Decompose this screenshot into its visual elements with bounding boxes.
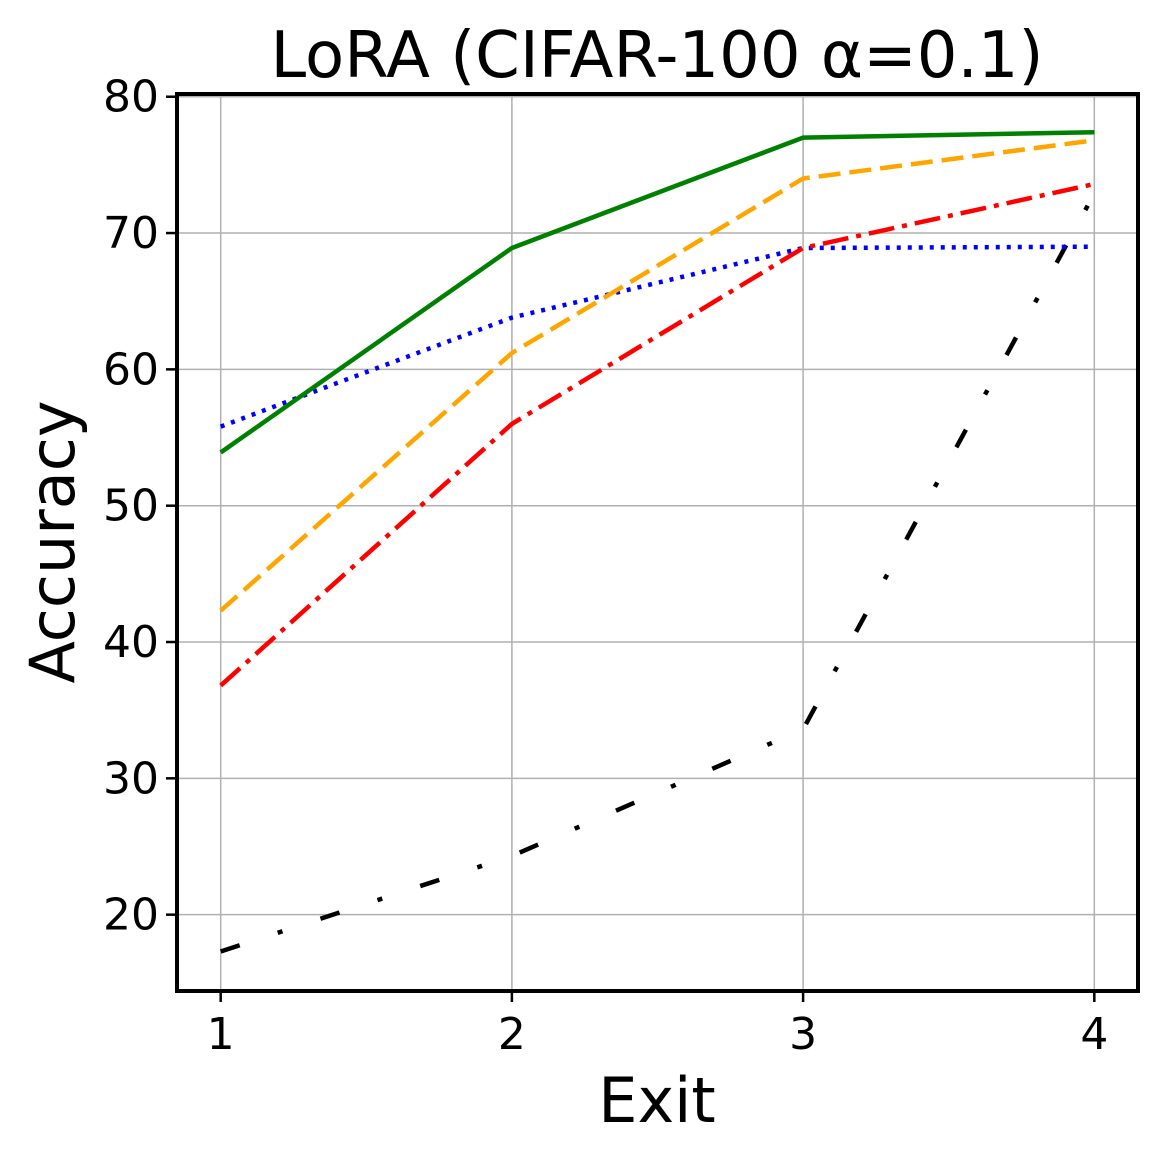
x-tick-label: 3: [789, 1009, 817, 1060]
x-tick-label: 1: [207, 1009, 235, 1060]
x-tick-label: 2: [498, 1009, 526, 1060]
series-lines: [219, 129, 1097, 954]
series-line-5-solid: [219, 129, 1095, 455]
x-tick-label: 4: [1080, 1009, 1108, 1060]
y-tick-label: 30: [103, 753, 159, 804]
series-line-4-dashed: [219, 138, 1095, 613]
y-tick-label: 50: [103, 481, 159, 532]
series-line-3-dashdot: [219, 181, 1095, 688]
grid-lines: [177, 94, 1138, 991]
axis-ticks: 1 2 3 4 20 30 40 50 60 70 80: [103, 72, 1108, 1060]
series-line-2-dotted: [219, 244, 1095, 429]
x-axis-label: Exit: [598, 1064, 715, 1137]
y-tick-label: 70: [103, 208, 159, 259]
plot-area-frame: [175, 92, 1140, 993]
y-axis-label: Accuracy: [16, 400, 89, 683]
y-tick-label: 60: [103, 344, 159, 395]
chart-title: LoRA (CIFAR-100 α=0.1): [271, 19, 1044, 93]
y-tick-label: 40: [103, 617, 159, 668]
y-tick-label: 20: [103, 890, 159, 941]
y-tick-label: 80: [103, 72, 159, 123]
